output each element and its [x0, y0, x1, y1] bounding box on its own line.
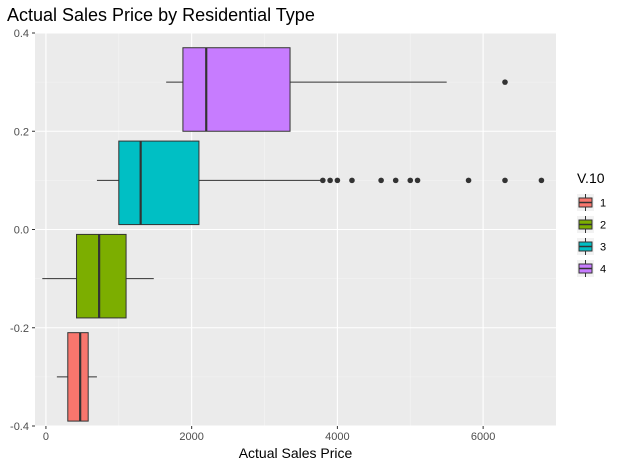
y-tick-label: 0.2 [14, 126, 29, 138]
outlier-point [334, 177, 341, 184]
outlier-point [502, 79, 508, 85]
outlier-point [538, 177, 545, 184]
box-series [42, 47, 545, 422]
outlier-point [349, 177, 355, 184]
box-iqr [67, 332, 89, 422]
y-tick-label: 0.4 [14, 28, 29, 40]
box-group-2 [42, 233, 154, 319]
legend-label: 4 [600, 264, 606, 276]
y-tick-label: 0.0 [14, 225, 29, 237]
box-group-4 [166, 47, 508, 132]
outlier-point [320, 177, 326, 184]
box-iqr [182, 47, 291, 132]
legend-label: 2 [600, 220, 606, 232]
legend-key-4: 4 [577, 260, 606, 277]
axes: 0 2000 4000 6000 -0.4 -0.2 0.0 0.2 0.4 [10, 28, 495, 443]
chart-title: Actual Sales Price by Residential Type [7, 5, 315, 25]
box-group-3 [96, 140, 545, 226]
legend-label: 3 [600, 242, 606, 254]
box-group-1 [56, 332, 97, 422]
x-tick-label: 0 [43, 431, 49, 443]
outlier-point [378, 177, 384, 184]
y-tick-label: -0.4 [10, 421, 29, 433]
legend: V.10 1 2 3 4 [577, 170, 606, 277]
x-tick-label: 4000 [325, 431, 349, 443]
legend-label: 1 [600, 198, 606, 210]
legend-key-1: 1 [577, 194, 606, 211]
outlier-point [407, 177, 414, 184]
y-tick-label: -0.2 [10, 323, 29, 335]
box-iqr [118, 140, 200, 226]
outlier-point [502, 177, 508, 184]
legend-key-2: 2 [577, 216, 606, 233]
legend-title: V.10 [577, 170, 605, 186]
x-axis-title: Actual Sales Price [239, 445, 353, 461]
legend-key-3: 3 [577, 238, 606, 255]
outlier-point [392, 177, 399, 184]
outlier-point [465, 177, 472, 184]
outlier-point [414, 177, 421, 184]
x-tick-label: 2000 [179, 431, 203, 443]
x-tick-label: 6000 [471, 431, 495, 443]
box-iqr [76, 233, 127, 319]
outlier-point [327, 177, 333, 184]
